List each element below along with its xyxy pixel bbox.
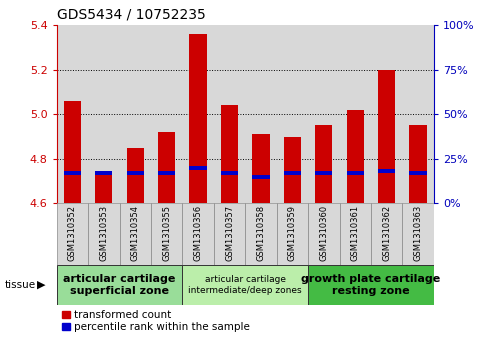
Bar [402,25,434,203]
Text: growth plate cartilage
resting zone: growth plate cartilage resting zone [301,274,441,296]
Text: GSM1310361: GSM1310361 [351,204,360,261]
Bar [57,203,88,265]
Bar [252,134,270,203]
Bar [189,34,207,203]
Bar [182,25,214,203]
Text: GSM1310362: GSM1310362 [382,204,391,261]
Bar [221,106,238,203]
Bar [340,203,371,265]
Bar [88,25,119,203]
Bar [340,25,371,203]
Bar [64,101,81,203]
Bar [252,175,270,179]
Text: GSM1310353: GSM1310353 [99,204,108,261]
Bar [378,70,395,203]
Bar [88,203,119,265]
Text: GSM1310352: GSM1310352 [68,204,77,261]
Bar [277,25,308,203]
Bar [402,203,434,265]
Bar [284,171,301,175]
Bar [64,171,81,175]
Bar [245,203,277,265]
Text: GSM1310355: GSM1310355 [162,204,171,261]
Text: tissue: tissue [5,280,36,290]
Bar [127,148,144,203]
Bar [308,265,434,305]
Text: GSM1310354: GSM1310354 [131,204,140,261]
Text: ▶: ▶ [37,280,45,290]
Text: GSM1310360: GSM1310360 [319,204,328,261]
Bar [410,126,427,203]
Bar [315,126,332,203]
Text: articular cartilage
intermediate/deep zones: articular cartilage intermediate/deep zo… [188,275,302,295]
Bar [277,203,308,265]
Bar [95,171,112,175]
Bar [284,136,301,203]
Bar [347,110,364,203]
Text: GSM1310357: GSM1310357 [225,204,234,261]
Text: GSM1310358: GSM1310358 [256,204,266,261]
Bar [158,171,176,175]
Text: GSM1310356: GSM1310356 [194,204,203,261]
Bar [119,25,151,203]
Bar [95,174,112,203]
Text: GSM1310359: GSM1310359 [288,204,297,261]
Bar [214,25,246,203]
Bar [158,132,176,203]
Bar [308,203,340,265]
Bar [57,25,88,203]
Bar [221,171,238,175]
Legend: transformed count, percentile rank within the sample: transformed count, percentile rank withi… [62,310,250,332]
Bar [214,203,246,265]
Text: GSM1310363: GSM1310363 [414,204,423,261]
Bar [127,171,144,175]
Bar [57,265,182,305]
Bar [151,25,182,203]
Bar [182,265,308,305]
Text: GDS5434 / 10752235: GDS5434 / 10752235 [57,8,206,21]
Text: articular cartilage
superficial zone: articular cartilage superficial zone [64,274,176,296]
Bar [189,166,207,170]
Bar [182,203,214,265]
Bar [151,203,182,265]
Bar [410,171,427,175]
Bar [119,203,151,265]
Bar [308,25,340,203]
Bar [371,25,402,203]
Bar [245,25,277,203]
Bar [371,203,402,265]
Bar [315,171,332,175]
Bar [347,171,364,175]
Bar [378,169,395,173]
